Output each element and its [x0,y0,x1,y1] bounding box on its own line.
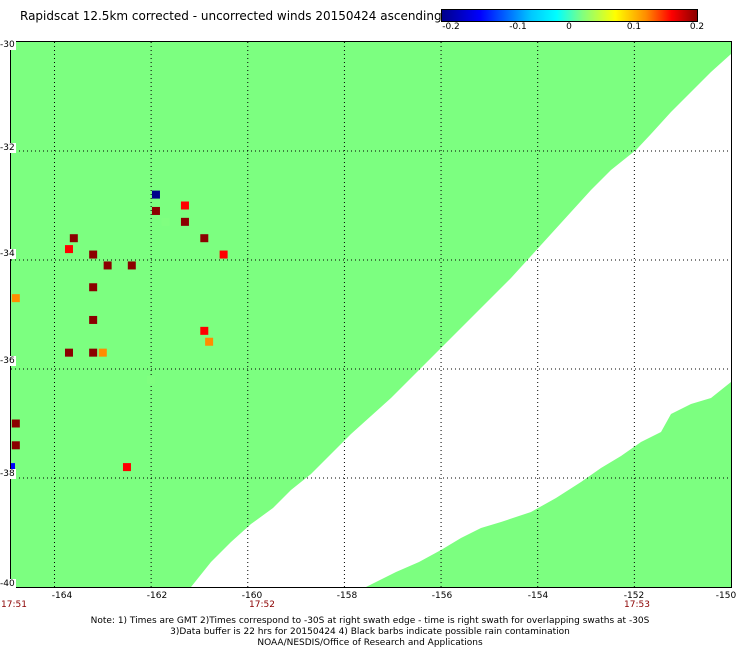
lon-label: -154 [527,591,549,601]
colorbar-tick: -0.2 [442,22,460,32]
anomaly-marks [11,190,228,472]
colorbar-tick: 0.2 [689,22,705,32]
lon-label: -150 [715,591,737,601]
wind-anomaly-cell [98,348,107,357]
wind-anomaly-cell [11,419,20,428]
wind-anomaly-cell [200,234,209,243]
lat-label: -40 [0,579,16,589]
wind-anomaly-cell [11,441,20,450]
grid-lines [11,42,731,587]
time-label: 17:53 [624,600,650,610]
footnote-line-2: 3)Data buffer is 22 hrs for 20150424 4) … [170,627,570,637]
wind-anomaly-cell [69,234,78,243]
wind-anomaly-cell [151,206,160,215]
colorbar-tick: 0.1 [626,22,642,32]
map-title: Rapidscat 12.5km corrected - uncorrected… [20,9,442,23]
footnote-line-3: NOAA/NESDIS/Office of Research and Appli… [257,638,483,648]
colorbar [441,9,698,22]
wind-anomaly-cell [147,375,156,384]
wind-anomaly-cell [200,326,209,335]
wind-anomaly-cell [89,315,98,324]
map-canvas [11,42,731,587]
lon-label: -162 [146,591,168,601]
lat-label: -36 [0,356,16,366]
wind-anomaly-cell [180,217,189,226]
map-plot-area [10,41,732,588]
wind-anomaly-cell [180,201,189,210]
lat-label: -30 [0,40,16,50]
wind-anomaly-cell [122,463,131,472]
wind-anomaly-cell [11,463,15,472]
wind-anomaly-cell [64,348,73,357]
wind-anomaly-cell [151,190,160,199]
wind-anomaly-cell [11,294,20,303]
colorbar-tick: 0 [566,22,572,32]
wind-anomaly-cell [219,250,228,259]
lon-label: -158 [336,591,358,601]
lon-label: -152 [623,591,645,601]
wind-anomaly-cell [161,217,170,226]
colorbar-tick: -0.1 [509,22,527,32]
lat-label: -38 [0,469,16,479]
swath-polygon [11,42,731,587]
wind-anomaly-cell [89,250,98,259]
lon-label: -164 [51,591,73,601]
wind-anomaly-cell [205,337,214,346]
wind-anomaly-cell [103,261,112,270]
footnote-line-1: Note: 1) Times are GMT 2)Times correspon… [90,616,650,626]
time-label: 17:51 [1,600,27,610]
wind-anomaly-cell [89,348,98,357]
wind-anomaly-cell [64,245,73,254]
lon-label: -160 [241,591,263,601]
time-label: 17:52 [249,600,275,610]
lon-label: -156 [431,591,453,601]
lat-label: -34 [0,249,16,259]
wind-anomaly-cell [89,283,98,292]
swath-lower-right [366,382,731,587]
wind-anomaly-cell [127,261,136,270]
lat-label: -32 [0,143,16,153]
